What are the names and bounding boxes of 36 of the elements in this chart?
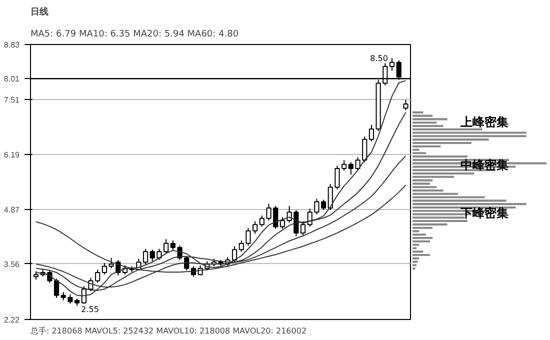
bar [412,203,526,206]
candlestick [54,278,60,298]
text: 总手: 218068 MAVOL5: 252432 MAVOL10: 218008 MAVOL20: 216002 [30,326,307,336]
candlestick [142,248,148,265]
candlestick [368,124,374,142]
candlestick [389,58,395,72]
ref-line-label: 8.01 [4,74,20,84]
bar [412,135,526,138]
annotation: 8.50 [370,54,388,64]
bar [412,264,417,266]
candlestick [280,216,286,230]
candlestick [403,99,408,111]
bar [412,268,416,270]
bar [412,260,418,263]
bar [412,254,430,256]
bar [412,240,430,242]
candlestick [252,220,258,234]
candlestick [170,240,176,251]
annotation: 2.55 [81,304,99,314]
annotation: 上峰密集 [460,114,509,129]
y-tick-label: 7.51 [4,95,20,104]
bar [412,132,526,134]
bar [412,118,448,120]
y-tick-label: 8.83 [4,40,20,50]
bar [412,220,468,222]
chart-subtitle: MA5: 6.79 MA10: 6.35 MA20: 5.94 MA60: 4.80 [30,30,239,40]
y-tick-label: 6.19 [4,150,20,160]
y-tick-label: 3.56 [4,260,20,269]
annotation: 下峰密集 [460,206,509,220]
chart-title: 日线 [30,6,48,18]
candlestick [342,160,347,172]
candlestick [232,246,238,263]
y-tick-label: 2.22 [4,316,20,324]
candlestick [300,220,306,236]
bar [412,237,433,240]
y-tick-label: 4.87 [4,205,20,214]
